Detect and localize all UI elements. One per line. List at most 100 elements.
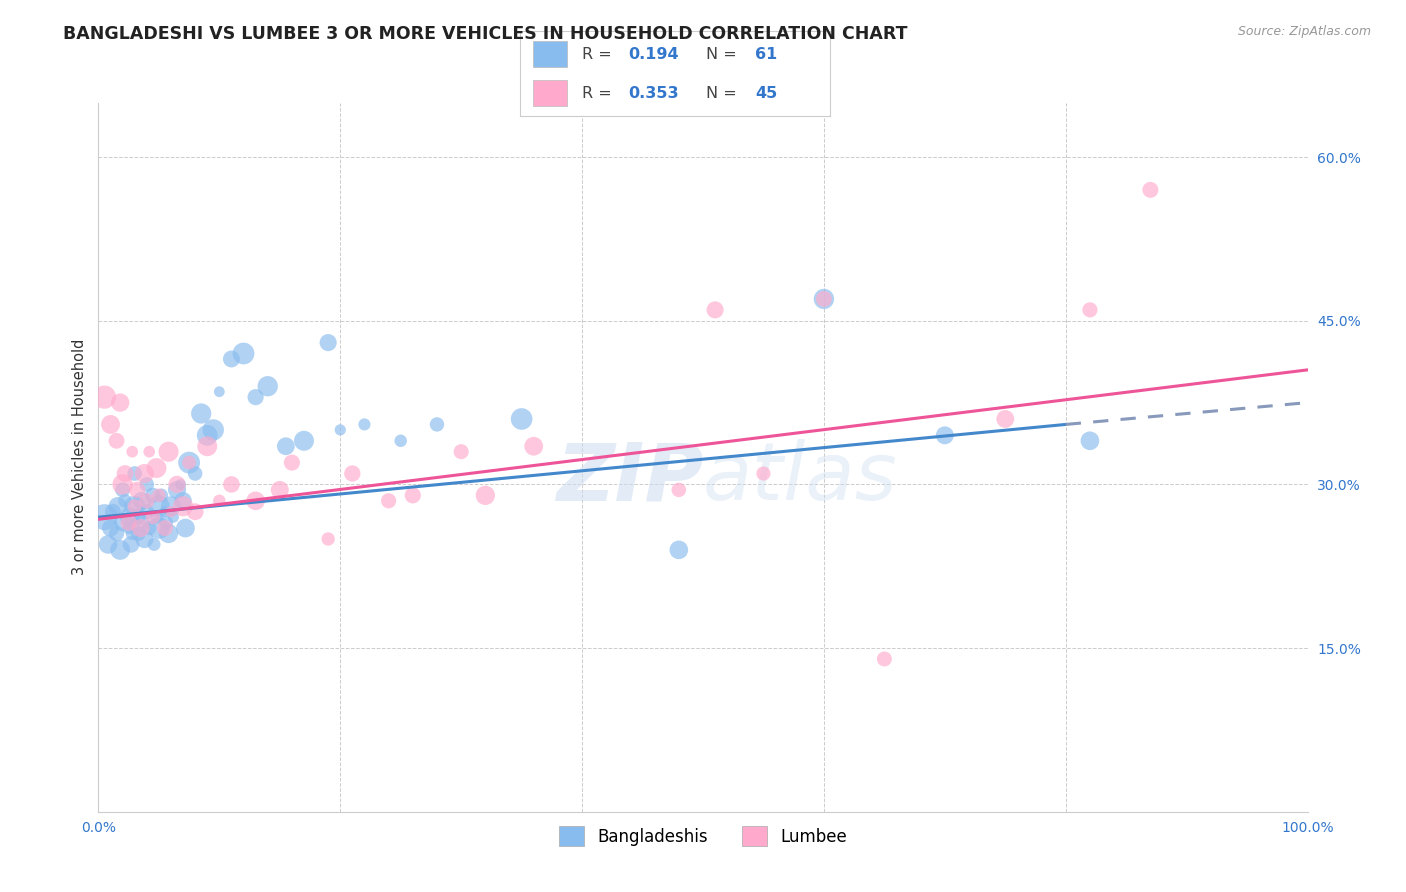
Point — [127, 483, 149, 497]
Point — [100, 521, 122, 535]
Point — [160, 500, 183, 514]
Text: ZIP: ZIP — [555, 440, 703, 517]
Point — [153, 521, 176, 535]
Point — [221, 351, 243, 366]
Point — [148, 521, 170, 535]
Text: Source: ZipAtlas.com: Source: ZipAtlas.com — [1237, 25, 1371, 38]
Text: 0.353: 0.353 — [628, 86, 679, 101]
Point — [114, 493, 136, 508]
Point — [124, 467, 146, 481]
Point — [245, 493, 267, 508]
Point — [752, 467, 775, 481]
Point — [100, 417, 122, 432]
Point — [93, 510, 115, 524]
Point — [118, 516, 141, 530]
Point — [245, 390, 267, 404]
Point — [145, 510, 167, 524]
Text: 45: 45 — [755, 86, 778, 101]
Point — [668, 483, 690, 497]
Text: N =: N = — [706, 86, 742, 101]
Text: atlas: atlas — [703, 440, 898, 517]
Point — [668, 542, 690, 557]
Text: N =: N = — [706, 46, 742, 62]
Point — [93, 390, 115, 404]
Point — [402, 488, 425, 502]
Point — [426, 417, 449, 432]
Point — [292, 434, 315, 448]
Point — [190, 407, 212, 421]
Point — [150, 488, 173, 502]
Point — [145, 461, 167, 475]
Point — [934, 428, 956, 442]
Point — [174, 521, 197, 535]
Point — [316, 532, 339, 546]
Text: BANGLADESHI VS LUMBEE 3 OR MORE VEHICLES IN HOUSEHOLD CORRELATION CHART: BANGLADESHI VS LUMBEE 3 OR MORE VEHICLES… — [63, 25, 908, 43]
Point — [873, 652, 896, 666]
Point — [389, 434, 412, 448]
Point — [97, 537, 120, 551]
Point — [107, 500, 129, 514]
Point — [129, 516, 152, 530]
Point — [134, 532, 156, 546]
Point — [184, 467, 207, 481]
Point — [316, 335, 339, 350]
Point — [329, 423, 352, 437]
Point — [108, 395, 131, 409]
Point — [1078, 302, 1101, 317]
Point — [124, 500, 146, 514]
Point — [994, 412, 1017, 426]
FancyBboxPatch shape — [533, 80, 567, 106]
Point — [1139, 183, 1161, 197]
Point — [195, 439, 218, 453]
Point — [377, 493, 399, 508]
Point — [142, 510, 165, 524]
Point — [118, 521, 141, 535]
Point — [232, 346, 254, 360]
Point — [195, 428, 218, 442]
Point — [138, 521, 160, 535]
Point — [208, 493, 231, 508]
Point — [134, 467, 156, 481]
Point — [269, 483, 291, 497]
Point — [148, 500, 170, 514]
Point — [153, 505, 176, 519]
Point — [184, 505, 207, 519]
Point — [179, 456, 201, 470]
Point — [704, 302, 727, 317]
Point — [281, 456, 304, 470]
Point — [208, 384, 231, 399]
Point — [118, 510, 141, 524]
Point — [202, 423, 225, 437]
Point — [169, 477, 191, 491]
Point — [108, 542, 131, 557]
Text: 61: 61 — [755, 46, 778, 62]
Point — [474, 488, 496, 502]
Point — [135, 493, 157, 508]
Text: 0.194: 0.194 — [628, 46, 679, 62]
Point — [148, 488, 170, 502]
Point — [813, 292, 835, 306]
Point — [127, 510, 149, 524]
FancyBboxPatch shape — [533, 41, 567, 67]
Point — [127, 526, 149, 541]
Point — [166, 483, 188, 497]
Point — [179, 456, 201, 470]
Point — [135, 477, 157, 491]
Point — [221, 477, 243, 491]
Point — [121, 526, 143, 541]
Legend: Bangladeshis, Lumbee: Bangladeshis, Lumbee — [553, 820, 853, 853]
Point — [342, 467, 364, 481]
Point — [166, 477, 188, 491]
Point — [124, 500, 146, 514]
Point — [121, 444, 143, 458]
Point — [523, 439, 546, 453]
Point — [111, 477, 134, 491]
Point — [1078, 434, 1101, 448]
Y-axis label: 3 or more Vehicles in Household: 3 or more Vehicles in Household — [72, 339, 87, 575]
Point — [129, 521, 152, 535]
Point — [142, 488, 165, 502]
Point — [155, 516, 177, 530]
Point — [160, 505, 183, 519]
Point — [450, 444, 472, 458]
Point — [353, 417, 375, 432]
